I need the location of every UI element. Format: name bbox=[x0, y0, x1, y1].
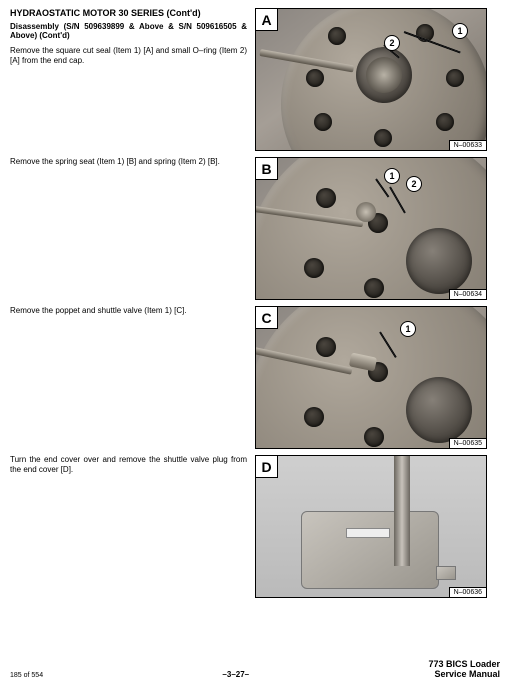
section-title: HYDRAOSTATIC MOTOR 30 SERIES (Cont'd) bbox=[10, 8, 247, 18]
callout-c-1: 1 bbox=[400, 321, 416, 337]
page-footer: 185 of 554 –3–27– 773 BICS Loader Servic… bbox=[10, 659, 500, 679]
callout-a-2: 2 bbox=[384, 35, 400, 51]
figure-a-label: A bbox=[256, 9, 278, 31]
step-c-text: Remove the poppet and shuttle valve (Ite… bbox=[10, 306, 247, 316]
page-number: –3–27– bbox=[222, 670, 249, 679]
figure-d: D N–00636 bbox=[255, 455, 487, 598]
figure-c: C 1 N–00635 bbox=[255, 306, 487, 449]
figure-b-label: B bbox=[256, 158, 278, 180]
step-a-text: Remove the square cut seal (Item 1) [A] … bbox=[10, 46, 247, 67]
figure-a: A 1 2 N–00633 bbox=[255, 8, 487, 151]
page-count: 185 of 554 bbox=[10, 672, 43, 679]
figure-c-label: C bbox=[256, 307, 278, 329]
callout-b-1: 1 bbox=[384, 168, 400, 184]
figure-d-label: D bbox=[256, 456, 278, 478]
manual-title: 773 BICS Loader bbox=[428, 659, 500, 669]
manual-subtitle: Service Manual bbox=[428, 669, 500, 679]
figure-c-id: N–00635 bbox=[449, 438, 486, 448]
figure-d-id: N–00636 bbox=[449, 587, 486, 597]
figure-b: B 1 2 N–00634 bbox=[255, 157, 487, 300]
figure-a-id: N–00633 bbox=[449, 140, 486, 150]
figure-b-id: N–00634 bbox=[449, 289, 486, 299]
step-d-text: Turn the end cover over and remove the s… bbox=[10, 455, 247, 476]
section-subtitle: Disassembly (S/N 509639899 & Above & S/N… bbox=[10, 22, 247, 40]
callout-a-1: 1 bbox=[452, 23, 468, 39]
callout-b-2: 2 bbox=[406, 176, 422, 192]
step-b-text: Remove the spring seat (Item 1) [B] and … bbox=[10, 157, 247, 167]
